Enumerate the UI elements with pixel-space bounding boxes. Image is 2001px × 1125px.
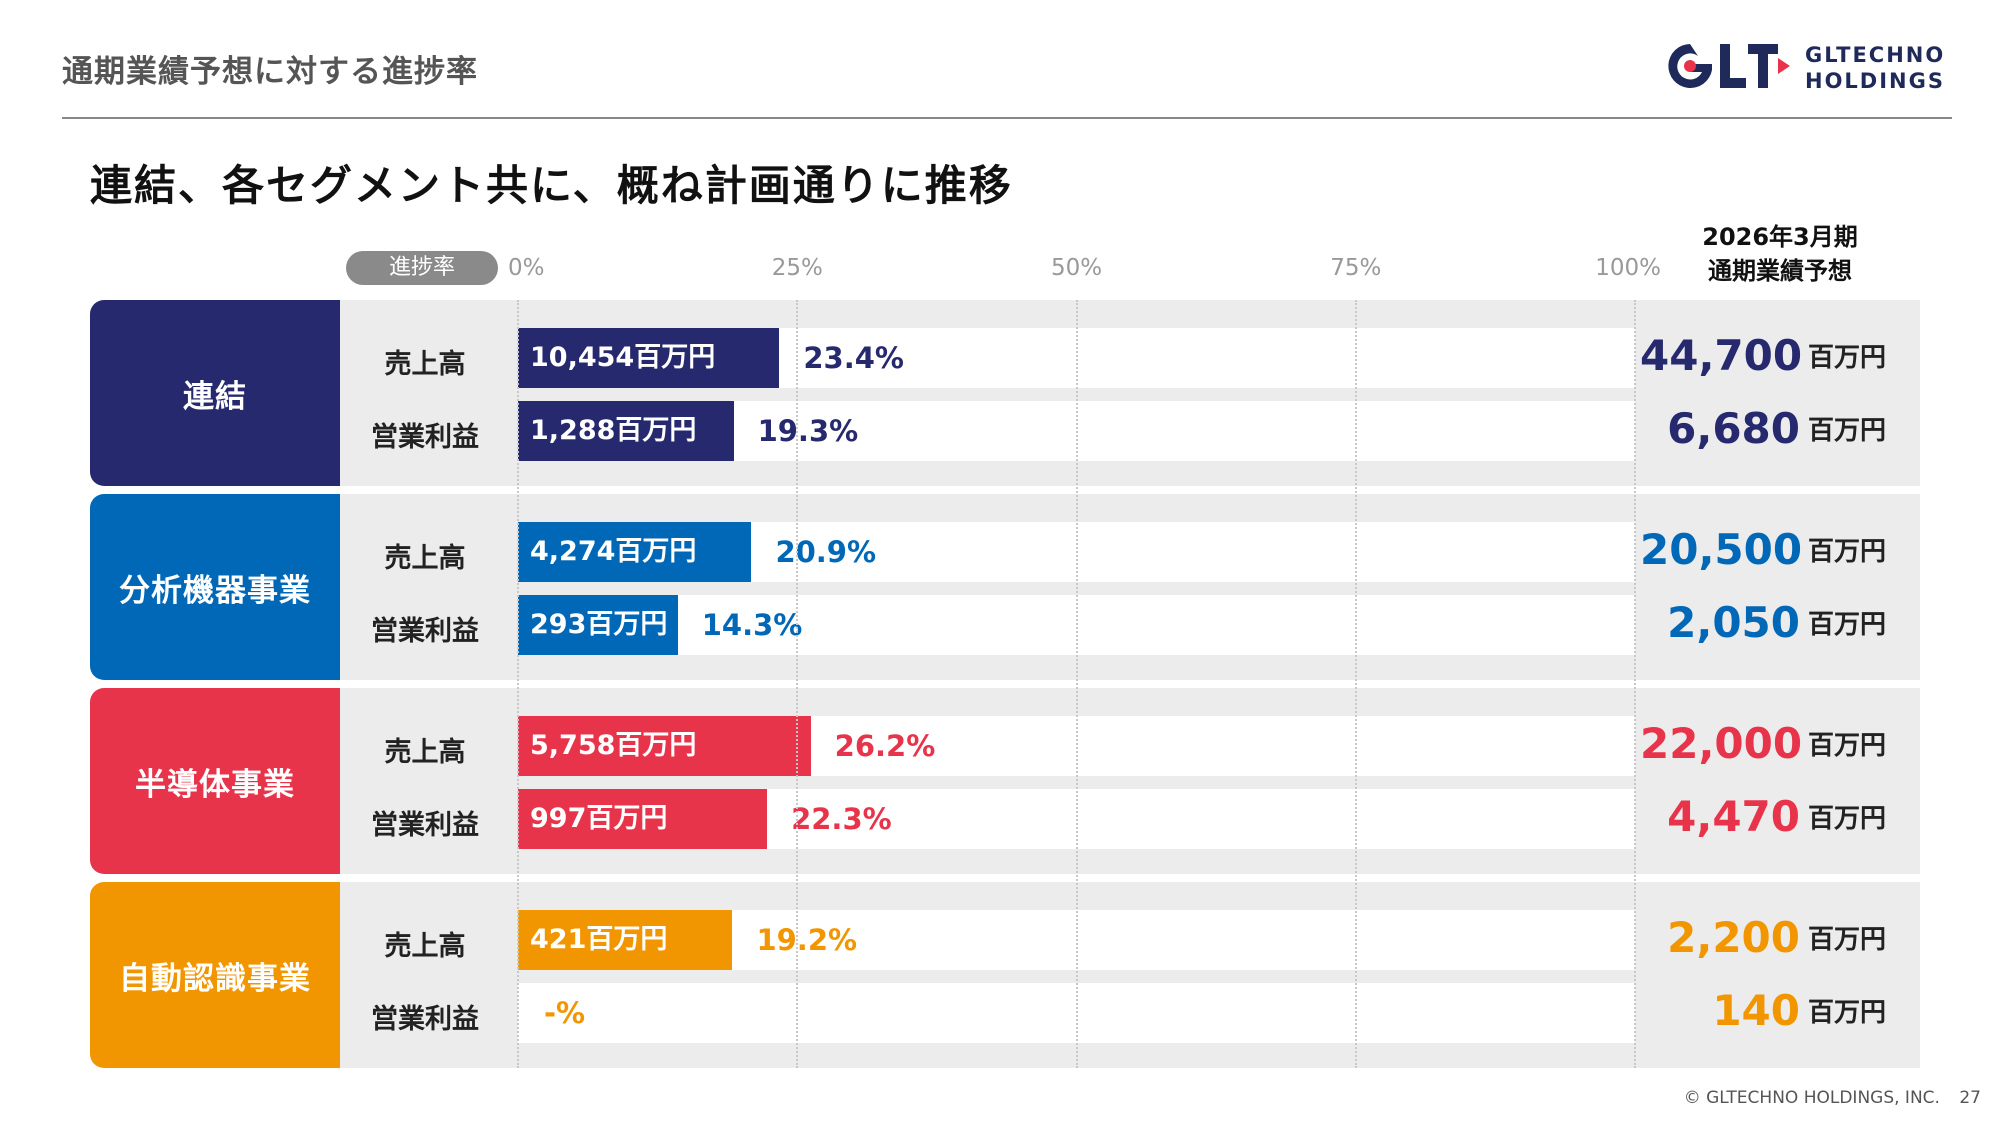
- forecast-value: 22,000: [1640, 719, 1803, 768]
- progress-bar: 5,758百万円: [518, 716, 811, 776]
- x-tick-label: 0%: [508, 255, 545, 281]
- metric-label: 営業利益: [371, 1004, 479, 1035]
- forecast-header-title: 通期業績予想: [1708, 257, 1852, 285]
- metric-label: 売上高: [384, 737, 466, 768]
- forecast-unit: 百万円: [1808, 416, 1887, 446]
- progress-bar: 10,454百万円: [518, 328, 780, 388]
- forecast-header-period: 2026年3月期: [1702, 223, 1858, 251]
- copyright-text: © GLTECHNO HOLDINGS, INC.: [1683, 1088, 1940, 1108]
- progress-rate-label: 進捗率: [346, 251, 498, 285]
- metric-label: 売上高: [384, 931, 466, 962]
- forecast-header: 2026年3月期 通期業績予想: [1640, 220, 1920, 288]
- company-logo: GLTECHNO HOLDINGS: [1660, 36, 1960, 96]
- page-title: 通期業績予想に対する進捗率: [62, 54, 478, 90]
- progress-bar: 1,288百万円: [518, 401, 734, 461]
- x-tick-label: 50%: [1050, 255, 1103, 281]
- x-tick-label: 25%: [771, 255, 823, 281]
- header-divider: [62, 117, 1952, 119]
- progress-percent-label: 14.3%: [701, 608, 803, 642]
- slide-subtitle: 連結、各セグメント共に、概ね計画通りに推移: [90, 161, 1013, 210]
- progress-percent-label: 19.3%: [757, 414, 859, 448]
- metric-label: 営業利益: [371, 422, 479, 453]
- metric-label: 売上高: [384, 349, 466, 380]
- x-tick-label: 75%: [1330, 255, 1382, 281]
- progress-percent-label: -%: [544, 996, 586, 1030]
- footer: © GLTECHNO HOLDINGS, INC. 27: [1670, 1088, 1981, 1108]
- gridline: [796, 300, 799, 1068]
- metric-label: 売上高: [384, 543, 466, 574]
- metric-label: 営業利益: [371, 616, 479, 647]
- segment-label: 連結: [90, 300, 340, 486]
- forecast-unit: 百万円: [1808, 731, 1887, 761]
- progress-percent-label: 19.2%: [756, 923, 858, 957]
- forecast-unit: 百万円: [1808, 925, 1887, 955]
- forecast-value: 44,700: [1640, 331, 1803, 380]
- logo-text-line2: HOLDINGS: [1805, 69, 1945, 93]
- progress-bar: 421百万円: [518, 910, 733, 970]
- logo-text-line1: GLTECHNO: [1805, 43, 1946, 67]
- forecast-unit: 百万円: [1808, 998, 1887, 1028]
- progress-bar: 997百万円: [518, 789, 768, 849]
- forecast-unit: 百万円: [1808, 343, 1887, 373]
- gridline: [1354, 300, 1357, 1068]
- forecast-value: 2,200: [1667, 913, 1800, 962]
- segment-label: 分析機器事業: [90, 494, 340, 680]
- forecast-unit: 百万円: [1808, 537, 1887, 567]
- metric-label: 営業利益: [371, 810, 479, 841]
- page-number: 27: [1959, 1088, 1981, 1108]
- glt-logo-mark: [1668, 44, 1790, 88]
- gridline: [1634, 300, 1636, 1068]
- segment-label: 半導体事業: [90, 688, 340, 874]
- forecast-unit: 百万円: [1808, 804, 1887, 834]
- forecast-unit: 百万円: [1808, 610, 1887, 640]
- progress-bar: 293百万円: [518, 595, 678, 655]
- segment-label: 自動認識事業: [90, 882, 340, 1068]
- progress-bar: 4,274百万円: [518, 522, 752, 582]
- forecast-value: 2,050: [1667, 598, 1800, 647]
- progress-percent-label: 26.2%: [834, 729, 936, 763]
- progress-percent-label: 23.4%: [803, 341, 904, 375]
- forecast-value: 4,470: [1667, 792, 1800, 841]
- forecast-value: 20,500: [1640, 525, 1803, 574]
- progress-percent-label: 20.9%: [775, 535, 877, 569]
- x-tick-label: 100%: [1595, 255, 1661, 281]
- gridline: [517, 300, 519, 1068]
- gridline: [1075, 300, 1078, 1068]
- forecast-value: 140: [1712, 986, 1800, 1035]
- progress-percent-label: 22.3%: [791, 802, 892, 836]
- forecast-value: 6,680: [1667, 404, 1800, 453]
